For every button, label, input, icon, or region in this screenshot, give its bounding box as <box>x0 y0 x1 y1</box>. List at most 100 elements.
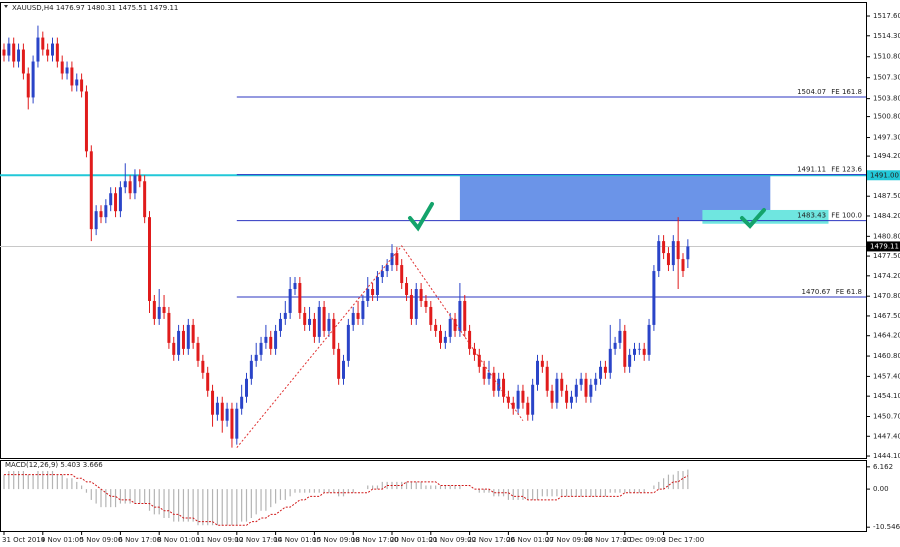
candle-body <box>123 181 127 188</box>
candle-body <box>526 402 530 415</box>
candle-body <box>36 37 40 62</box>
candle-body <box>356 312 360 319</box>
candle-body <box>167 312 171 343</box>
candle-body <box>186 324 190 349</box>
y-tick-label: 1514.30 <box>873 32 900 40</box>
x-tick-label: 8 Nov 01:00 <box>157 536 200 544</box>
candle-body <box>84 91 88 152</box>
x-tick-label: 21 Nov 09:00 <box>429 536 476 544</box>
candle-body <box>162 306 166 313</box>
candle-body <box>41 37 45 50</box>
candle-body <box>375 277 379 295</box>
candle-body <box>589 384 593 397</box>
candle-body <box>143 181 147 218</box>
macd-tick-label: 6.162 <box>873 463 893 471</box>
candle-body <box>201 360 205 373</box>
y-tick-label: 1494.20 <box>873 152 900 160</box>
candle-body <box>603 366 607 373</box>
candle-body <box>51 43 54 56</box>
zigzag <box>236 245 524 448</box>
candle-body <box>60 61 64 74</box>
candle-body <box>414 289 418 319</box>
candle-body <box>560 378 564 391</box>
candle-body <box>390 253 394 266</box>
candle-body <box>172 342 176 355</box>
candle-body <box>405 283 409 295</box>
fib-value: 1483.43 <box>797 212 826 220</box>
macd-tick-label: 0.00 <box>873 485 889 493</box>
candle-body <box>468 330 472 349</box>
candle-body <box>220 402 224 421</box>
candle-body <box>240 396 244 409</box>
y-tick-label: 1474.20 <box>873 272 900 280</box>
candle-body <box>206 372 210 391</box>
candle-body <box>346 324 350 361</box>
x-tick-label: 11 Nov 09:00 <box>196 536 243 544</box>
x-tick-label: 26 Nov 01:00 <box>506 536 553 544</box>
candle-body <box>419 289 423 301</box>
candle-body <box>249 360 253 379</box>
candle-body <box>94 211 98 230</box>
macd-frame <box>0 460 867 532</box>
y-tick-label: 1467.50 <box>873 312 900 320</box>
candle-body <box>55 43 59 62</box>
fib-value: 1504.07 <box>797 88 826 96</box>
candle-body <box>613 342 617 349</box>
macd-signal: 3.666 <box>83 461 104 469</box>
candle-body <box>342 360 345 379</box>
candle-body <box>516 390 520 409</box>
candle-body <box>312 318 316 337</box>
candle-body <box>555 378 559 403</box>
candle-body <box>647 324 651 355</box>
candle-body <box>385 265 389 272</box>
price-tag-bg <box>867 170 900 181</box>
candle-body <box>327 318 331 331</box>
candle-body <box>395 253 399 266</box>
check-icon <box>408 202 434 232</box>
low: 1475.51 <box>118 4 147 12</box>
candle-body <box>109 193 113 206</box>
candle-body <box>269 336 273 349</box>
candle-body <box>366 289 370 301</box>
y-tick-label: 1457.40 <box>873 372 900 380</box>
candle-body <box>686 246 690 260</box>
candle-body <box>46 49 50 56</box>
fib-label: 1483.43 FE 100.0 <box>797 212 862 220</box>
candle-body <box>133 175 137 194</box>
candle-body <box>230 408 234 439</box>
candle-body <box>274 330 278 349</box>
y-tick-label: 1500.80 <box>873 113 900 121</box>
fib-name: FE 61.8 <box>836 288 862 296</box>
candle-body <box>565 390 569 403</box>
macd-signal-line <box>4 474 689 526</box>
candle-body <box>628 354 632 367</box>
candle-body <box>472 348 476 355</box>
candle-body <box>21 49 25 74</box>
candle-body <box>303 312 307 325</box>
candle-body <box>448 318 452 337</box>
candle-body <box>540 360 544 367</box>
y-tick-label: 1503.80 <box>873 95 900 103</box>
fib-label: 1504.07 FE 161.8 <box>797 88 862 96</box>
candle-body <box>521 390 525 403</box>
candle-body <box>584 378 588 397</box>
candle-body <box>31 61 35 98</box>
candle-body <box>17 49 21 62</box>
candle-body <box>676 241 680 260</box>
candle-body <box>371 289 375 295</box>
candle-body <box>506 396 510 403</box>
x-tick-label: 28 Nov 17:00 <box>584 536 631 544</box>
y-tick-label: 1454.10 <box>873 392 900 400</box>
fib-name: FE 161.8 <box>831 88 862 96</box>
candle-body <box>594 378 598 385</box>
candle-body <box>502 378 506 397</box>
x-tick-label: 20 Nov 01:00 <box>390 536 437 544</box>
candle-body <box>599 366 603 379</box>
current-price-bg <box>867 241 900 252</box>
macd-main: 5.403 <box>60 461 80 469</box>
y-tick-label: 1470.80 <box>873 292 900 300</box>
fib-value: 1491.11 <box>797 166 826 174</box>
x-tick-label: 3 Dec 17:00 <box>662 536 705 544</box>
candle-body <box>361 300 365 319</box>
